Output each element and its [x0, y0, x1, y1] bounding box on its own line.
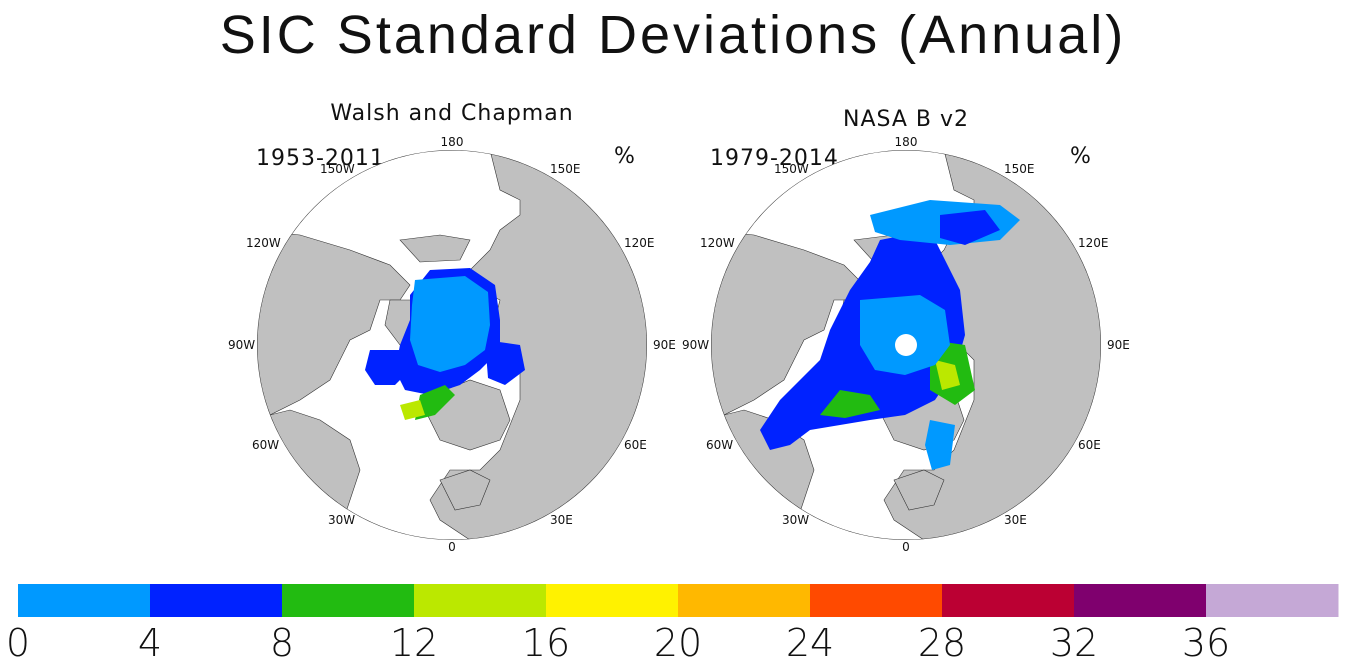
colorbar-swatch — [678, 584, 811, 617]
lon-label-30e: 30E — [1004, 513, 1027, 527]
colorbar-tick-label: 28 — [918, 621, 966, 665]
lon-label-60w: 60W — [706, 438, 733, 452]
lon-label-60e: 60E — [624, 438, 647, 452]
colorbar: 0 4 8 12 16 20 24 28 32 36 — [6, 584, 1339, 665]
colorbar-swatch — [282, 584, 415, 617]
lon-label-30w: 30W — [782, 513, 809, 527]
longitude-labels: 180 150E 120E 90E 60E 30E 0 30W 60W 90W … — [682, 135, 1130, 554]
lon-label-90w: 90W — [682, 338, 709, 352]
colorbar-swatch — [414, 584, 547, 617]
lon-label-120w: 120W — [700, 236, 735, 250]
panel-unit: % — [614, 144, 635, 169]
colorbar-tick-label: 0 — [6, 621, 30, 665]
colorbar-swatch — [942, 584, 1075, 617]
panel-years: 1979-2014 — [710, 146, 839, 171]
lon-label-0: 0 — [902, 540, 910, 554]
lon-label-60w: 60W — [252, 438, 279, 452]
polar-map — [257, 150, 647, 540]
lon-label-180: 180 — [441, 135, 464, 149]
colorbar-tick-label: 4 — [138, 621, 162, 665]
lon-label-150w: 150W — [774, 162, 809, 176]
lon-label-90e: 90E — [653, 338, 676, 352]
lon-label-60e: 60E — [1078, 438, 1101, 452]
map-panel-nasa-b-v2: NASA B v2 1979-2014 % 180 150E — [682, 107, 1130, 554]
colorbar-tick-label: 36 — [1182, 621, 1230, 665]
lon-label-120e: 120E — [1078, 236, 1109, 250]
colorbar-tick-label: 24 — [786, 621, 834, 665]
lon-label-30e: 30E — [550, 513, 573, 527]
lon-label-150e: 150E — [550, 162, 581, 176]
map-panel-walsh-chapman: Walsh and Chapman 1953-2011 % 180 150E — [228, 101, 676, 554]
panel-unit: % — [1070, 144, 1091, 169]
lon-label-180: 180 — [895, 135, 918, 149]
colorbar-tick-label: 20 — [654, 621, 702, 665]
colorbar-swatch — [546, 584, 679, 617]
lon-label-0: 0 — [448, 540, 456, 554]
panel-title: Walsh and Chapman — [330, 101, 573, 126]
colorbar-tick-label: 32 — [1050, 621, 1098, 665]
panel-title: NASA B v2 — [843, 107, 969, 132]
colorbar-swatch — [1206, 584, 1339, 617]
longitude-labels: 180 150E 120E 90E 60E 30E 0 30W 60W 90W … — [228, 135, 676, 554]
lon-label-90w: 90W — [228, 338, 255, 352]
lon-label-150w: 150W — [320, 162, 355, 176]
figure-title: SIC Standard Deviations (Annual) — [219, 5, 1127, 65]
lon-label-150e: 150E — [1004, 162, 1035, 176]
colorbar-tick-label: 16 — [522, 621, 570, 665]
lon-label-90e: 90E — [1107, 338, 1130, 352]
colorbar-tick-label: 8 — [270, 621, 294, 665]
polar-map — [711, 150, 1101, 540]
colorbar-swatch — [810, 584, 943, 617]
colorbar-swatch — [1074, 584, 1207, 617]
lon-label-120e: 120E — [624, 236, 655, 250]
colorbar-tick-label: 12 — [390, 621, 438, 665]
lon-label-30w: 30W — [328, 513, 355, 527]
colorbar-swatch — [18, 584, 151, 617]
lon-label-120w: 120W — [246, 236, 281, 250]
panel-years: 1953-2011 — [256, 146, 385, 171]
colorbar-swatch — [150, 584, 283, 617]
